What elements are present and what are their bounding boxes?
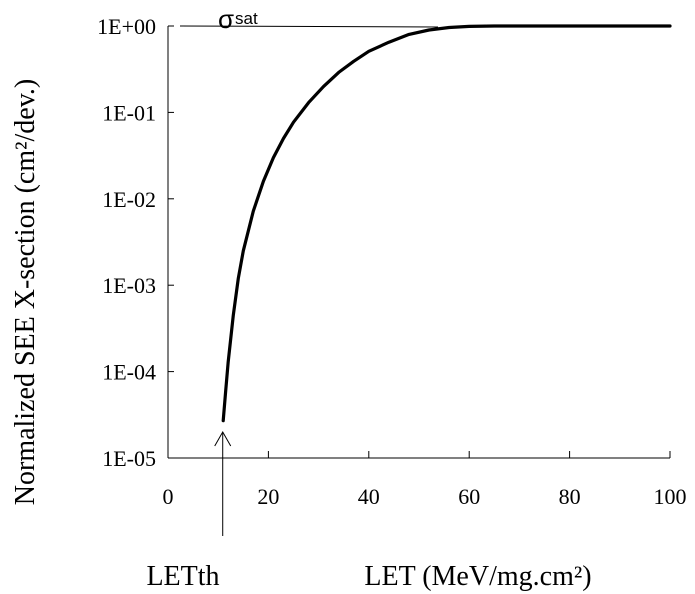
x-tick-label: 100 (654, 484, 687, 509)
y-tick-label: 1E-01 (102, 100, 156, 125)
x-axis-title: LET (MeV/mg.cm²) (364, 561, 591, 592)
x-tick-label: 20 (257, 484, 279, 509)
x-tick-labels: 0 20 40 60 80 100 (163, 484, 687, 509)
y-tick-labels: 1E-05 1E-04 1E-03 1E-02 1E-01 1E+00 (97, 14, 156, 471)
y-axis-title: Normalized SEE X-section (cm²/dev.) (10, 79, 41, 505)
tick-marks (167, 25, 671, 459)
annotations: σ sat LETth (146, 4, 439, 592)
sigma-sat-label: σ (218, 4, 234, 34)
sigma-sat-subscript: sat (235, 9, 258, 28)
x-tick-label: 0 (163, 484, 174, 509)
y-tick-label: 1E-03 (102, 273, 156, 298)
y-tick-label: 1E+00 (97, 14, 156, 39)
y-tick-label: 1E-02 (102, 187, 156, 212)
series-line (221, 24, 672, 423)
series-group (221, 24, 672, 423)
axes (167, 26, 670, 459)
let-threshold-arrowhead (214, 430, 232, 447)
saturation-line (179, 25, 439, 28)
x-tick-label: 40 (358, 484, 380, 509)
let-threshold-label: LETth (146, 561, 219, 592)
x-tick-label: 80 (559, 484, 581, 509)
x-tick-label: 60 (458, 484, 480, 509)
y-tick-label: 1E-05 (102, 446, 156, 471)
y-tick-label: 1E-04 (102, 360, 156, 385)
